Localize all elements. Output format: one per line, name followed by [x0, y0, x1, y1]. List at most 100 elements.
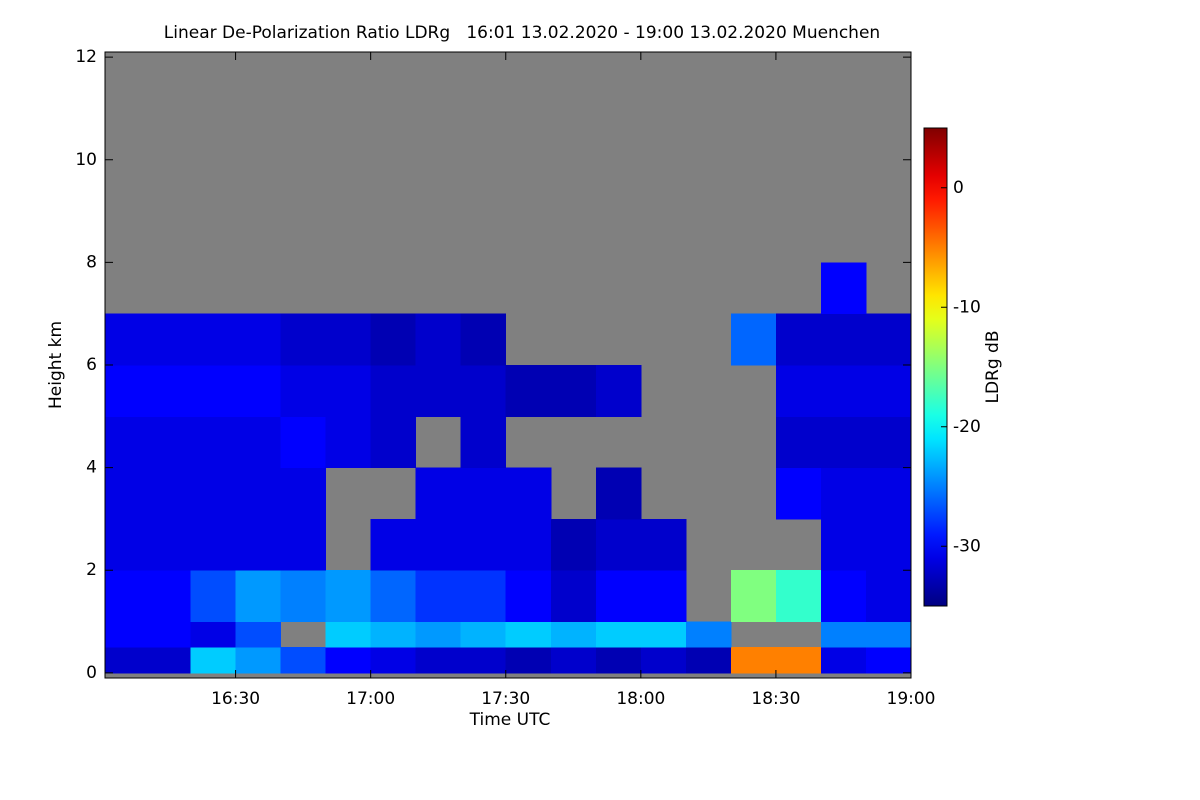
heatmap-cell: [235, 621, 282, 648]
heatmap-cell: [415, 647, 462, 674]
heatmap-cell: [460, 313, 507, 366]
heatmap-cell: [145, 365, 192, 417]
y-tick-label: 4: [86, 458, 97, 478]
heatmap-cell: [640, 647, 687, 674]
heatmap-cell: [235, 313, 282, 366]
heatmap-cell: [190, 467, 237, 520]
colorbar: [923, 127, 948, 607]
heatmap-cell: [145, 467, 192, 520]
heatmap-cell: [595, 570, 642, 623]
heatmap-cell: [775, 467, 822, 520]
heatmap-cell: [775, 365, 822, 417]
heatmap-cell: [190, 365, 237, 417]
heatmap-cell: [730, 313, 777, 366]
heatmap-cell: [640, 621, 687, 648]
heatmap-cell: [325, 365, 372, 417]
heatmap-cell: [820, 518, 867, 571]
heatmap-cell: [280, 647, 327, 674]
x-tick-label: 16:30: [211, 689, 260, 709]
colorbar-label: LDRg dB: [983, 330, 1003, 403]
x-tick-label: 18:30: [751, 689, 800, 709]
heatmap-cell: [865, 467, 912, 520]
y-tick-label: 12: [75, 47, 97, 67]
heatmap-cell: [370, 621, 417, 648]
heatmap-cell: [865, 570, 912, 623]
heatmap-cell: [640, 570, 687, 623]
heatmap-cell: [595, 647, 642, 674]
heatmap-cell: [105, 570, 147, 623]
heatmap-cell: [145, 570, 192, 623]
heatmap-cell: [775, 570, 822, 623]
heatmap-cell: [325, 647, 372, 674]
heatmap-cell: [460, 621, 507, 648]
heatmap-cell: [105, 365, 147, 417]
heatmap-cell: [190, 518, 237, 571]
x-tick-label: 18:00: [616, 689, 665, 709]
heatmap-cell: [550, 621, 597, 648]
y-tick-label: 2: [86, 560, 97, 580]
heatmap-cell: [325, 570, 372, 623]
heatmap-cell: [325, 621, 372, 648]
heatmap-cell: [865, 313, 912, 366]
heatmap-cell: [370, 416, 417, 469]
heatmap-cell: [865, 365, 912, 417]
heatmap-cell: [775, 313, 822, 366]
heatmap-cell: [145, 416, 192, 469]
heatmap-cell: [595, 365, 642, 417]
heatmap-cell: [105, 621, 147, 648]
chart-title: Linear De-Polarization Ratio LDRg 16:01 …: [164, 23, 880, 43]
heatmap-cell: [235, 416, 282, 469]
heatmap-cell: [145, 518, 192, 571]
heatmap-cell: [325, 416, 372, 469]
heatmap-cell: [460, 467, 507, 520]
y-axis-label: Height km: [46, 321, 66, 409]
heatmap-cell: [105, 518, 147, 571]
heatmap-cell: [820, 467, 867, 520]
heatmap-cell: [145, 647, 192, 674]
heatmap-cell: [505, 365, 552, 417]
heatmap-cell: [775, 647, 822, 674]
heatmap-cell: [820, 621, 867, 648]
colorbar-tick-label: 0: [953, 178, 964, 198]
heatmap-cell: [640, 518, 687, 571]
heatmap-cell: [105, 647, 147, 674]
heatmap-cell: [325, 313, 372, 366]
heatmap-cell: [820, 262, 867, 315]
heatmap-cell: [235, 570, 282, 623]
heatmap-cell: [105, 467, 147, 520]
heatmap-cell: [190, 570, 237, 623]
heatmap-cell: [550, 365, 597, 417]
heatmap-cell: [190, 313, 237, 366]
heatmap-cell: [820, 313, 867, 366]
heatmap-cell: [505, 518, 552, 571]
y-tick-label: 8: [86, 252, 97, 272]
heatmap-cell: [415, 365, 462, 417]
colorbar-tick-label: -20: [953, 417, 981, 437]
heatmap-cell: [595, 518, 642, 571]
heatmap-cell: [505, 621, 552, 648]
heatmap-cell: [415, 467, 462, 520]
heatmap-cell: [505, 570, 552, 623]
heatmap-cell: [370, 365, 417, 417]
heatmap-cell: [280, 570, 327, 623]
heatmap-cell: [550, 518, 597, 571]
heatmap-cell: [865, 416, 912, 469]
heatmap-cell: [820, 365, 867, 417]
heatmap-cell: [280, 518, 327, 571]
heatmap-cell: [280, 416, 327, 469]
colorbar-tick-label: -30: [953, 536, 981, 556]
heatmap-cell: [145, 621, 192, 648]
heatmap-cell: [105, 416, 147, 469]
x-tick-label: 17:30: [481, 689, 530, 709]
heatmap-cell: [280, 365, 327, 417]
heatmap-cell: [730, 570, 777, 623]
heatmap-cell: [370, 647, 417, 674]
heatmap-cell: [460, 365, 507, 417]
heatmap-cell: [235, 467, 282, 520]
heatmap-cell: [190, 621, 237, 648]
heatmap-cell: [865, 621, 912, 648]
heatmap-cell: [145, 313, 192, 366]
heatmap-cell: [280, 467, 327, 520]
heatmap-cell: [190, 416, 237, 469]
